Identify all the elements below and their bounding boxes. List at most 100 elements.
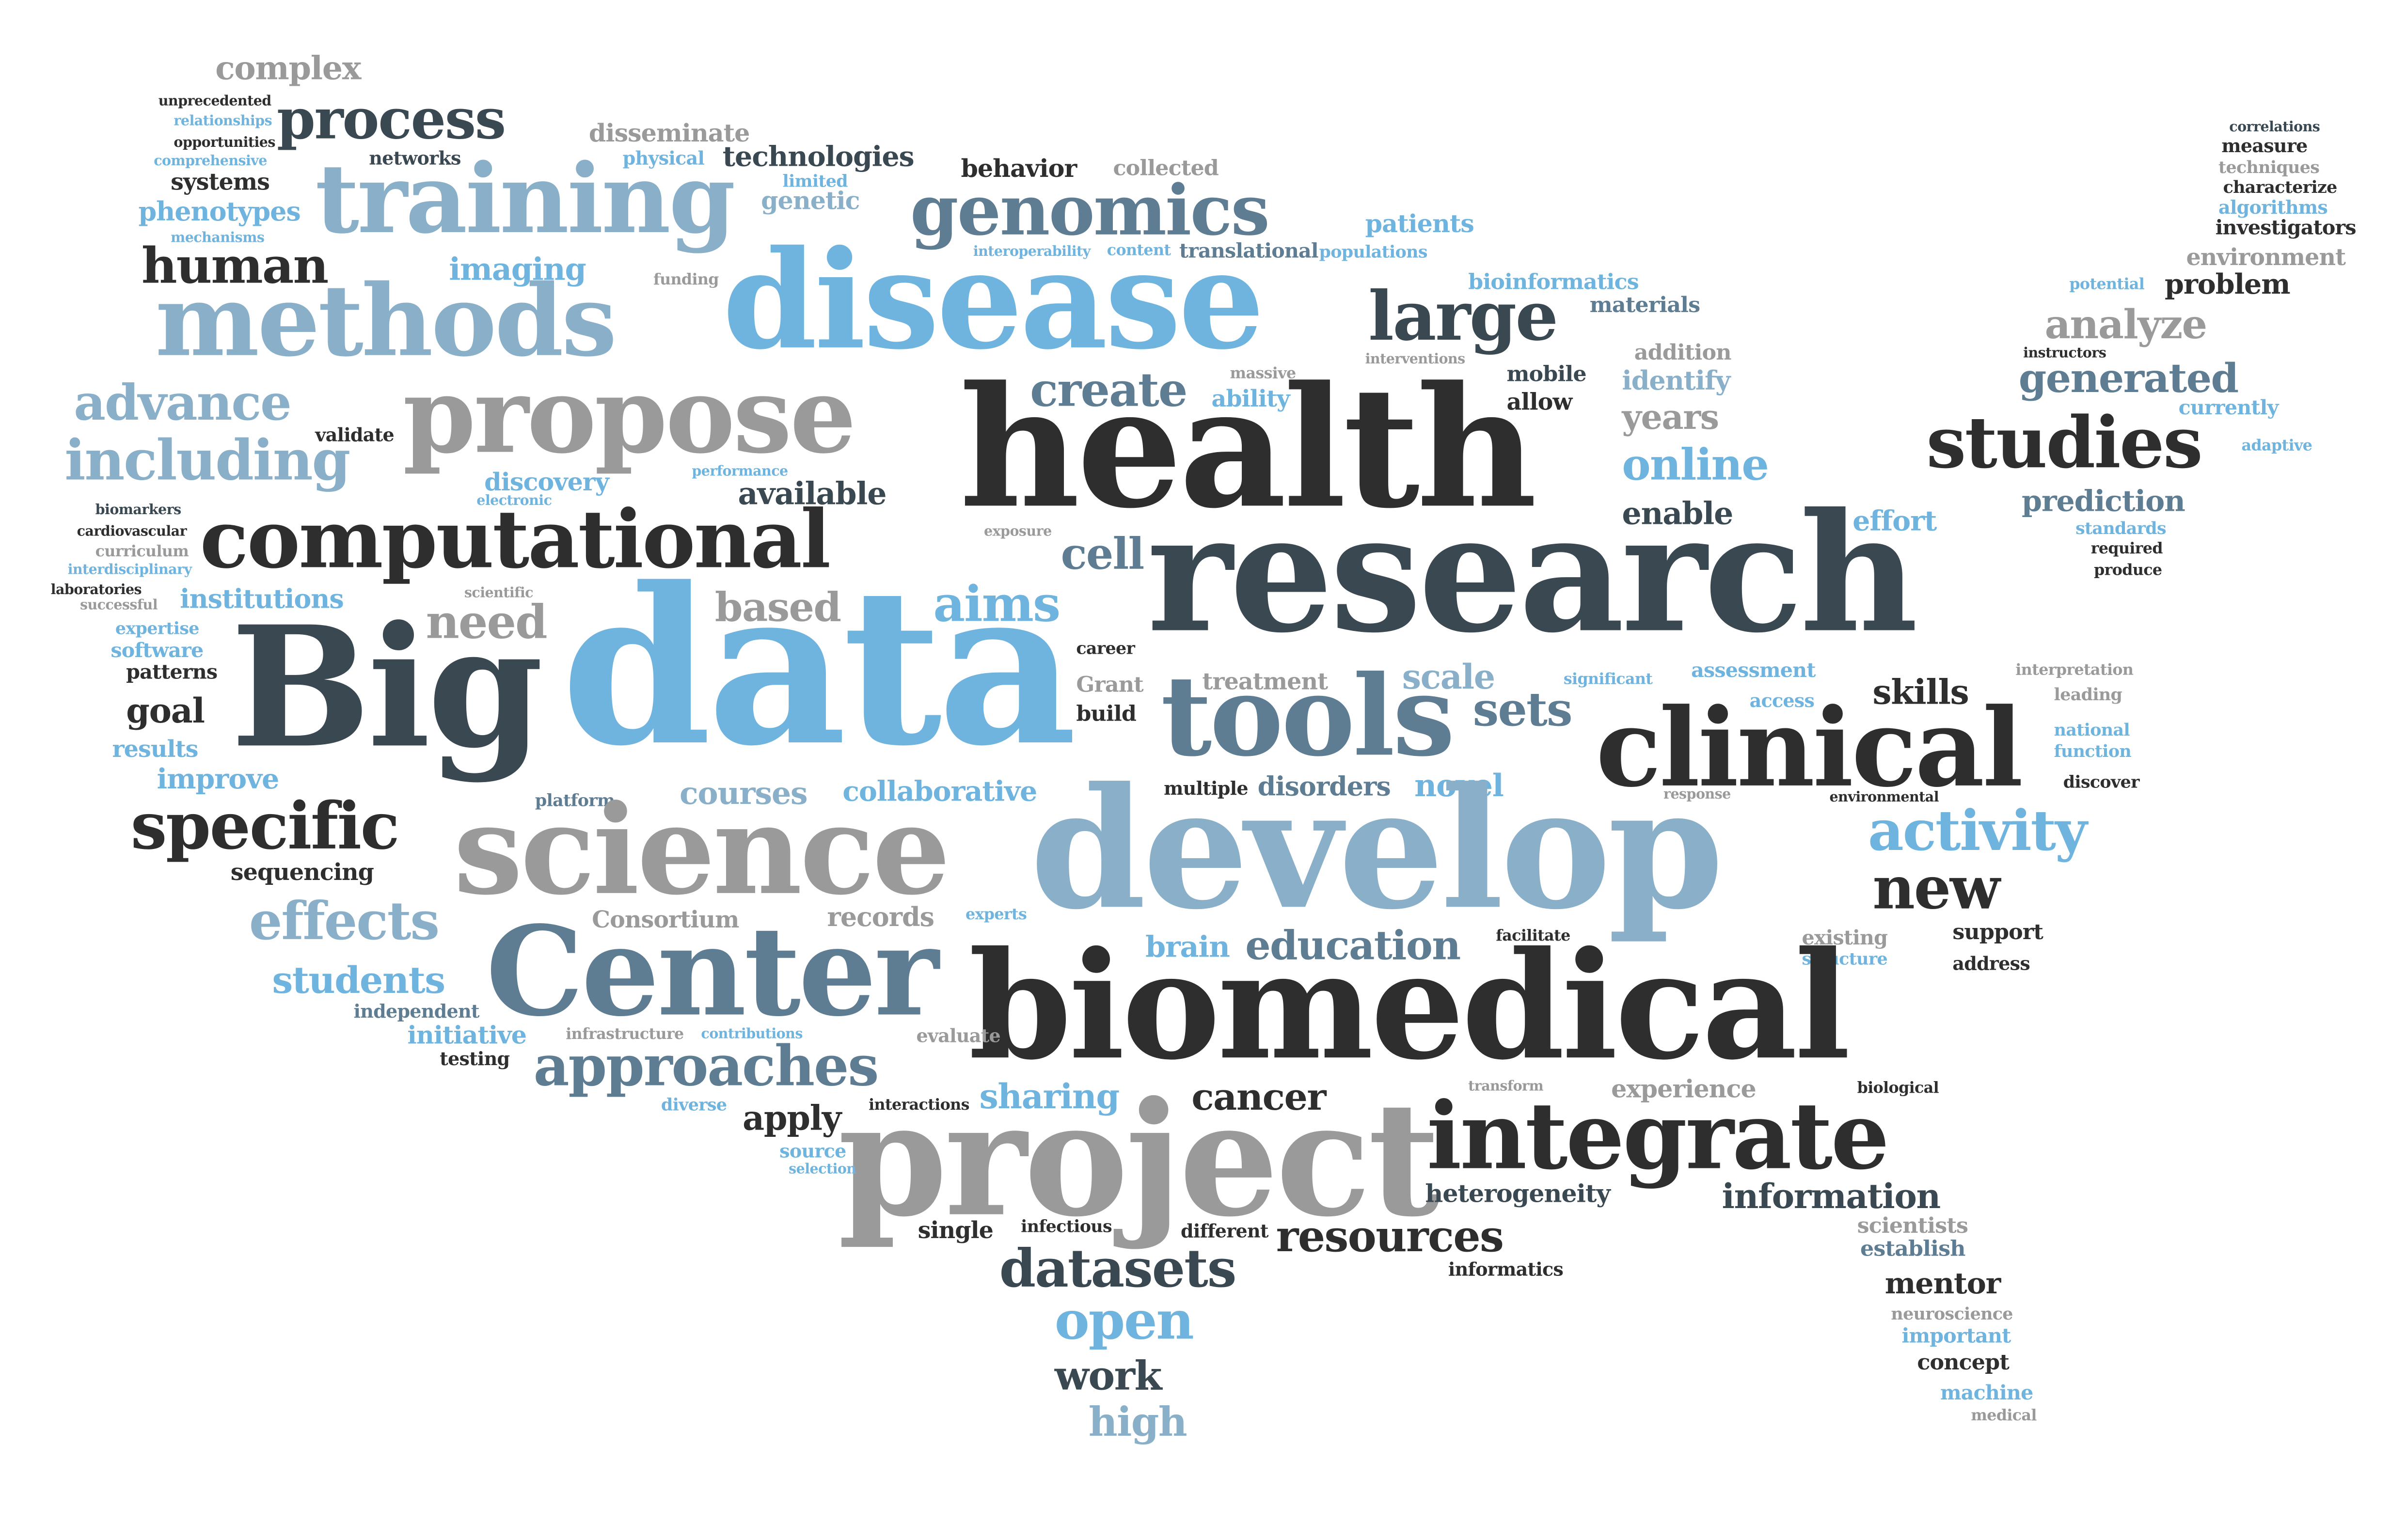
word-allow: allow [1506,388,1572,416]
word-genetic: genetic [761,186,860,216]
word-infrastructure: infrastructure [566,1026,684,1044]
word-grant: Grant [1076,673,1143,698]
word-based: based [714,585,841,632]
word-technologies: technologies [722,141,915,174]
word-exposure: exposure [984,525,1052,540]
word-process: process [276,87,506,153]
word-standards: standards [2075,519,2167,539]
word-massive: massive [1230,365,1297,383]
word-interactions: interactions [869,1097,969,1115]
word-students: students [272,958,445,1003]
word-research: research [1147,476,1918,669]
word-career: career [1076,638,1135,659]
word-scale: scale [1402,658,1495,698]
word-education: education [1245,924,1461,970]
word-concept: concept [1917,1351,2010,1376]
word-populations: populations [1319,242,1427,262]
word-information: information [1722,1177,1941,1218]
word-advance: advance [74,373,292,432]
word-biomarkers: biomarkers [95,503,182,519]
word-environmental: environmental [1829,790,1939,806]
word-training: training [315,142,735,255]
word-create: create [1030,364,1187,418]
word-single: single [918,1216,994,1244]
word-activity: activity [1868,799,2087,864]
word-software: software [111,640,204,663]
word-diverse: diverse [661,1095,727,1116]
word-bioinformatics: bioinformatics [1468,270,1639,296]
word-sequencing: sequencing [230,858,374,886]
word-initiative: initiative [407,1021,527,1050]
word-tools: tools [1160,650,1455,781]
word-interpretation: interpretation [2015,662,2134,679]
word-including: including [64,428,350,494]
word-ability: ability [1211,385,1290,413]
word-cardiovascular: cardiovascular [77,525,187,540]
word-novel: novel [1414,767,1504,804]
word-support: support [1952,920,2043,945]
word-computational: computational [200,493,831,587]
word-health: health [959,352,1537,546]
word-disorders: disorders [1257,772,1391,803]
word-establish: establish [1860,1237,1966,1262]
word-mentor: mentor [1884,1267,2001,1302]
word-online: online [1622,440,1769,490]
word-curriculum: curriculum [95,544,189,561]
word-required: required [2090,541,2163,558]
word-platform: platform [535,790,615,811]
word-disseminate: disseminate [588,118,750,148]
word-work: work [1054,1354,1162,1400]
word-transform: transform [1468,1080,1544,1095]
word-large: large [1368,278,1558,357]
word-mechanisms: mechanisms [171,231,265,247]
word-potential: potential [2069,276,2145,294]
word-goal: goal [126,691,205,732]
word-environment: environment [2186,243,2346,271]
word-analyze: analyze [2044,302,2207,349]
word-collected: collected [1113,157,1219,182]
word-source: source [779,1140,846,1162]
word-experience: experience [1611,1074,1757,1104]
word-years: years [1622,398,1719,438]
word-testing: testing [440,1048,510,1070]
word-datasets: datasets [999,1239,1237,1301]
word-techniques: techniques [2218,157,2320,178]
word-imaging: imaging [449,251,586,288]
word-brain: brain [1145,930,1230,965]
word-translational: translational [1179,240,1319,264]
word-heterogeneity: heterogeneity [1425,1179,1611,1209]
word-interoperability: interoperability [973,245,1091,261]
word-improve: improve [157,764,280,797]
word-leading: leading [2054,685,2122,705]
word-characterize: characterize [2223,177,2338,198]
word-interventions: interventions [1365,352,1466,368]
word-funding: funding [653,272,719,289]
word-scientists: scientists [1857,1214,1968,1239]
word-measure: measure [2221,135,2308,157]
word-function: function [2054,741,2132,762]
word-disease: disease [722,220,1265,380]
word-high: high [1088,1400,1187,1446]
word-resources: resources [1276,1211,1504,1262]
word-medical: medical [1971,1408,2037,1425]
word-effort: effort [1852,505,1937,538]
word-evaluate: evaluate [916,1025,1000,1047]
word-project: project [838,1068,1440,1253]
word-big: Big [230,592,544,786]
word-discovery: discovery [484,467,609,497]
word-algorithms: algorithms [2218,197,2328,219]
word-clinical: clinical [1596,684,2023,812]
word-neuroscience: neuroscience [1891,1304,2013,1324]
word-biological: biological [1857,1080,1939,1098]
word-identify: identify [1622,366,1730,397]
word-instructors: instructors [2023,346,2106,362]
word-mobile: mobile [1506,362,1586,388]
word-infectious: infectious [1021,1216,1112,1237]
word-address: address [1952,953,2030,974]
word-interdisciplinary: interdisciplinary [67,563,192,579]
word-currently: currently [2178,397,2279,421]
word-physical: physical [622,147,705,169]
word-genomics: genomics [910,170,1270,251]
word-integrate: integrate [1426,1084,1890,1192]
word-open: open [1054,1291,1194,1353]
